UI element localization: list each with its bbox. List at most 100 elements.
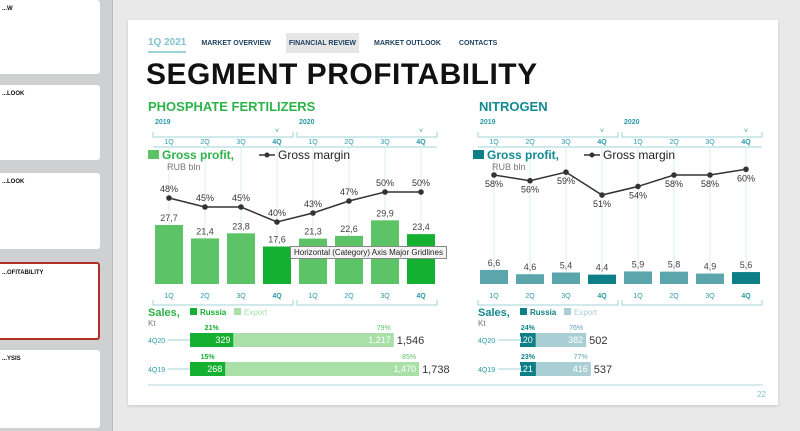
nav-market-outlook[interactable]: MARKET OUTLOOK	[374, 40, 441, 47]
sales-period-label: 4Q20	[478, 338, 495, 345]
category-tick-top: 3Q	[705, 139, 715, 146]
slide-thumbnail[interactable]: ...LOOK	[0, 85, 100, 160]
year-bracket	[296, 132, 438, 138]
legend-marker	[589, 152, 595, 158]
nav-period[interactable]: 1Q 2021	[148, 33, 187, 53]
slide-thumbnail[interactable]: ...W	[0, 0, 100, 74]
sales-value-russia: 120	[518, 335, 533, 345]
thumbnail-title: ...YSIS	[2, 356, 21, 362]
category-tick: 1Q	[489, 293, 499, 300]
sales-pct-export: 77%	[574, 354, 588, 361]
line-value-label: 56%	[521, 185, 539, 195]
sales-total: 1,738	[422, 364, 450, 376]
sales-pct-russia: 23%	[521, 354, 536, 361]
thumbnail-title: ...LOOK	[2, 91, 25, 97]
thumbnail-title: ...W	[2, 6, 13, 12]
legend-gross-margin: Gross margin	[278, 148, 350, 162]
legend-gross-profit: Gross profit,	[487, 148, 559, 162]
year-bracket	[152, 132, 294, 138]
category-tick: 1Q	[308, 293, 318, 300]
category-tick-top: 4Q	[416, 139, 426, 146]
line-point	[563, 169, 569, 175]
legend-export: Export	[574, 308, 598, 317]
bar-gross-profit	[588, 274, 616, 284]
bar-value-label: 21,3	[304, 227, 322, 237]
bar-gross-profit	[407, 234, 435, 284]
year-bracket	[621, 132, 763, 138]
line-value-label: 54%	[629, 190, 647, 200]
year-label: 2019	[155, 119, 171, 126]
nav-market-overview[interactable]: MARKET OVERVIEW	[201, 40, 271, 47]
category-tick-top: 1Q	[489, 139, 499, 146]
category-tick: 1Q	[164, 293, 174, 300]
sales-total: 502	[589, 335, 607, 347]
bar-value-label: 5,6	[740, 260, 753, 270]
bar-gross-profit	[480, 269, 508, 284]
slide-thumbnail-panel: ...W ...LOOK ...LOOK ...OFITABILITY ...Y…	[0, 0, 113, 431]
sales-unit: Kt	[478, 319, 486, 328]
bar-value-label: 27,7	[160, 213, 178, 223]
category-tick: 2Q	[200, 293, 210, 300]
legend-unit: RUB bln	[167, 162, 201, 172]
legend-marker	[264, 152, 270, 158]
sales-bar-export	[233, 333, 394, 347]
thumbnail-title: ...OFITABILITY	[2, 270, 44, 276]
bar-value-label: 23,4	[412, 222, 430, 232]
chevron-down-icon: ˅	[419, 128, 423, 135]
chevron-down-icon: ˅	[744, 128, 748, 135]
bar-value-label: 21,4	[196, 226, 214, 236]
line-value-label: 45%	[196, 193, 214, 203]
sales-period-label: 4Q19	[478, 367, 495, 374]
slide-canvas[interactable]: 1Q 2021 MARKET OVERVIEW FINANCIAL REVIEW…	[128, 20, 778, 405]
sales-bar-russia	[520, 333, 536, 347]
year-label: 2020	[624, 119, 640, 126]
nav-contacts[interactable]: CONTACTS	[458, 40, 498, 47]
sales-title: Sales,	[478, 307, 510, 319]
nav-financial-review[interactable]: FINANCIAL REVIEW	[285, 33, 360, 53]
legend-swatch-russia	[520, 308, 527, 315]
category-tick: 4Q	[597, 293, 607, 300]
legend-export: Export	[244, 308, 268, 317]
sales-bar-export	[535, 362, 591, 376]
category-tick: 3Q	[236, 293, 246, 300]
page-title: SEGMENT PROFITABILITY	[146, 58, 538, 91]
sales-bar-russia	[190, 362, 226, 376]
category-tick-top: 2Q	[525, 139, 535, 146]
line-point	[202, 204, 208, 210]
slide-thumbnail[interactable]: ...YSIS	[0, 350, 100, 428]
bar-gross-profit	[191, 238, 219, 284]
bar-gross-profit	[335, 235, 363, 284]
sales-pct-export: 79%	[377, 325, 391, 332]
sales-bar-russia	[520, 362, 536, 376]
line-value-label: 40%	[268, 208, 286, 218]
sales-value-export: 1,217	[368, 335, 391, 345]
legend-unit: RUB bln	[492, 162, 526, 172]
year-label: 2020	[299, 119, 315, 126]
year-bracket-bottom	[296, 300, 438, 306]
sales-total: 537	[594, 364, 612, 376]
line-point	[382, 189, 388, 195]
chevron-down-icon: ˅	[275, 128, 279, 135]
sales-pct-export: 76%	[569, 325, 583, 332]
bar-gross-profit	[732, 272, 760, 284]
category-tick: 3Q	[561, 293, 571, 300]
category-tick-top: 2Q	[669, 139, 679, 146]
category-tick-top: 4Q	[272, 139, 282, 146]
category-tick: 3Q	[380, 293, 390, 300]
sales-period-label: 4Q19	[148, 367, 165, 374]
line-gross-margin	[493, 168, 747, 196]
slide-thumbnail-selected[interactable]: ...OFITABILITY	[0, 262, 100, 340]
year-bracket-bottom	[621, 300, 763, 306]
bar-value-label: 23,8	[232, 221, 250, 231]
slide-thumbnail[interactable]: ...LOOK	[0, 173, 100, 249]
bar-value-label: 5,4	[560, 260, 573, 270]
sales-value-russia: 329	[215, 335, 230, 345]
category-tick-top: 2Q	[200, 139, 210, 146]
sales-value-russia: 121	[518, 364, 533, 374]
legend-swatch-export	[234, 308, 241, 315]
bar-value-label: 29,9	[376, 208, 394, 218]
legend-swatch-gross-profit	[148, 150, 159, 159]
bar-value-label: 4,6	[524, 262, 537, 272]
thumbnail-title: ...LOOK	[2, 179, 25, 185]
category-tick: 4Q	[741, 293, 751, 300]
